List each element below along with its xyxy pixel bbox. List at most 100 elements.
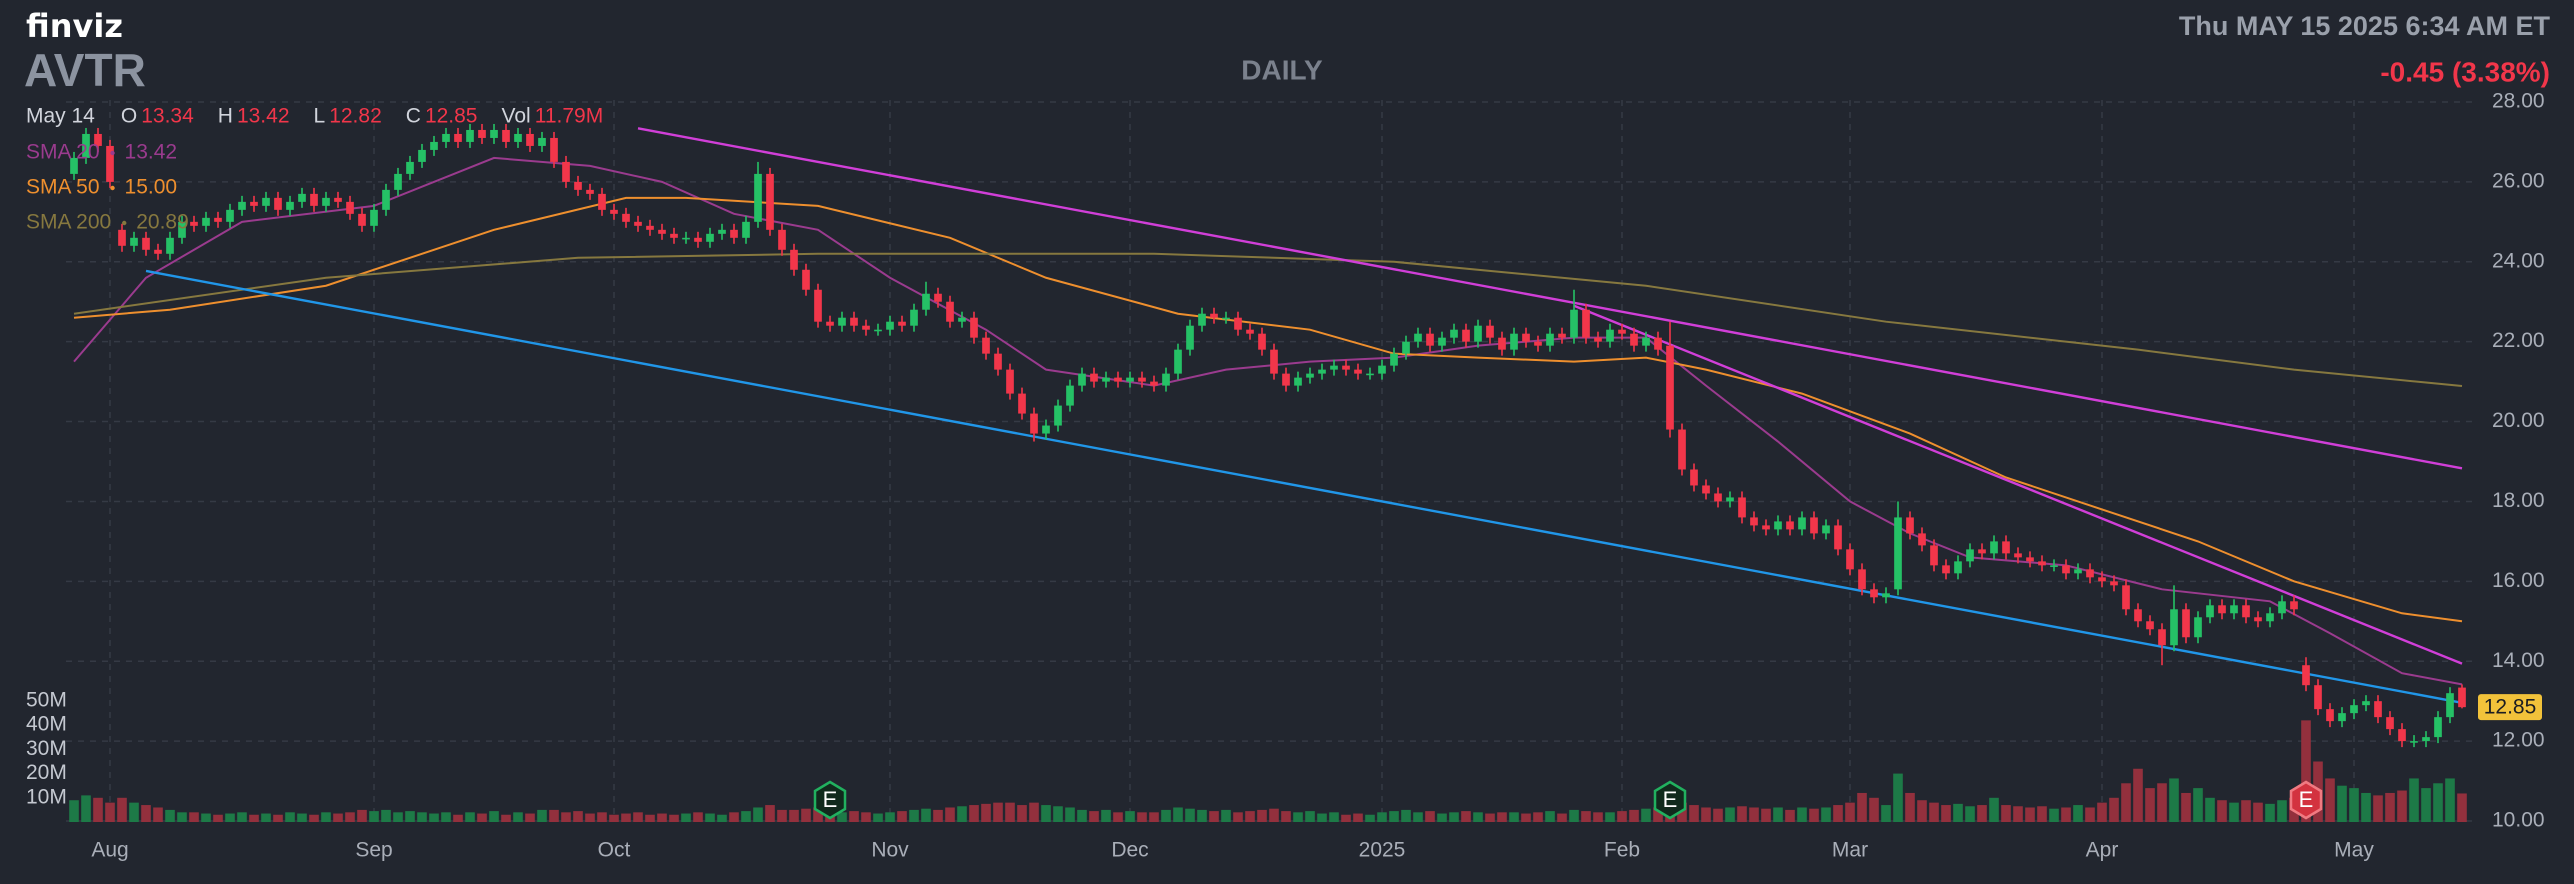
volume-bar <box>1701 807 1711 822</box>
candle-body <box>2218 605 2226 614</box>
volume-bar <box>525 813 535 822</box>
candle-body <box>1018 393 1026 414</box>
volume-bar <box>321 812 331 822</box>
volume-bar <box>897 811 907 822</box>
volume-bar <box>2037 806 2047 822</box>
candle-body <box>1054 405 1062 426</box>
candle-body <box>394 173 402 190</box>
candle-body <box>382 189 390 210</box>
x-tick-label: May <box>2334 839 2374 862</box>
volume-bar <box>1197 809 1207 822</box>
volume-bar <box>1005 802 1015 822</box>
volume-bar <box>1041 805 1051 822</box>
volume-bar <box>1773 807 1783 822</box>
candle-body <box>1246 329 1254 334</box>
volume-bar <box>1377 812 1387 822</box>
candle-body <box>1606 329 1614 342</box>
sma-line <box>73 252 2463 388</box>
candle-body <box>2410 741 2418 743</box>
candle-body <box>274 197 282 210</box>
x-tick-label: Oct <box>598 839 631 862</box>
volume-bar <box>1857 792 1867 822</box>
volume-bar <box>393 812 403 822</box>
volume-bar <box>1053 806 1063 822</box>
candle-body <box>1834 525 1842 550</box>
volume-bar <box>2169 778 2179 822</box>
ticker: AVTR <box>24 44 146 96</box>
candle-body <box>262 197 270 206</box>
volume-bar <box>1833 805 1843 822</box>
volume-bar <box>1893 773 1903 822</box>
candle-body <box>994 353 1002 370</box>
candle-body <box>1354 369 1362 374</box>
trendline <box>1573 304 2463 665</box>
x-tick-label: Apr <box>2086 839 2119 862</box>
candle-body <box>778 229 786 250</box>
volume-bar <box>1809 808 1819 822</box>
volume-bar <box>1953 803 1963 822</box>
x-tick-label: Dec <box>1111 839 1148 862</box>
volume-bar <box>2109 797 2119 822</box>
candle-body <box>106 145 114 182</box>
candle-body <box>2338 713 2346 722</box>
volume-bar <box>1845 802 1855 822</box>
volume-bar <box>1305 811 1315 822</box>
candle-body <box>370 209 378 226</box>
volume-bar <box>921 808 931 822</box>
candle-body <box>1318 369 1326 374</box>
volume-bar <box>765 805 775 822</box>
volume-bar <box>573 811 583 822</box>
candle-body <box>1042 425 1050 434</box>
volume-bar <box>141 805 151 822</box>
volume-bar <box>225 813 235 822</box>
candle-body <box>706 233 714 242</box>
candle-body <box>1126 377 1134 382</box>
volume-bar <box>837 812 847 822</box>
volume-bar <box>2301 720 2311 822</box>
candle-body <box>2230 605 2238 614</box>
volume-bar <box>2013 806 2023 822</box>
candle-body <box>1642 337 1650 346</box>
candle-body <box>922 293 930 310</box>
volume-bar <box>105 802 115 822</box>
volume-bar <box>1101 809 1111 822</box>
volume-bar <box>621 813 631 822</box>
candle-body <box>2086 569 2094 578</box>
volume-bar <box>1113 812 1123 822</box>
volume-bar <box>2397 790 2407 822</box>
candle-body <box>2038 561 2046 566</box>
logo: finviz <box>26 7 123 45</box>
volume-bar <box>1209 811 1219 822</box>
candle-body <box>1138 377 1146 382</box>
candle-body <box>214 217 222 222</box>
volume-bar <box>501 814 511 822</box>
candle-body <box>478 129 486 138</box>
candle-body <box>1006 369 1014 394</box>
volume-bar <box>981 803 991 822</box>
candle-body <box>898 321 906 326</box>
volume-bar <box>1065 807 1075 822</box>
earnings-label: E <box>823 787 838 812</box>
volume-bar <box>1365 814 1375 822</box>
volume-bar <box>1641 808 1651 822</box>
candle-body <box>2266 613 2274 622</box>
volume-bar <box>1497 812 1507 822</box>
volume-bar <box>813 807 823 822</box>
volume-bar <box>1713 808 1723 822</box>
volume-bar <box>2385 792 2395 822</box>
legend-value: 11.79M <box>535 105 604 128</box>
candle-body <box>946 301 954 322</box>
candle-body <box>502 129 510 142</box>
volume-bar <box>369 811 379 822</box>
candle-body <box>622 213 630 222</box>
volume-bar <box>753 807 763 822</box>
candle-body <box>826 321 834 326</box>
volume-bar <box>2085 807 2095 822</box>
volume-bar <box>561 812 571 822</box>
candle-body <box>1234 317 1242 330</box>
volume-bar <box>969 805 979 822</box>
volume-bar <box>885 812 895 822</box>
volume-bar <box>1929 802 1939 822</box>
candle-body <box>250 201 258 206</box>
